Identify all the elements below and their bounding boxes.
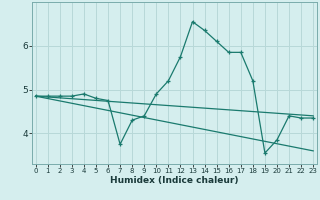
X-axis label: Humidex (Indice chaleur): Humidex (Indice chaleur) (110, 176, 239, 185)
